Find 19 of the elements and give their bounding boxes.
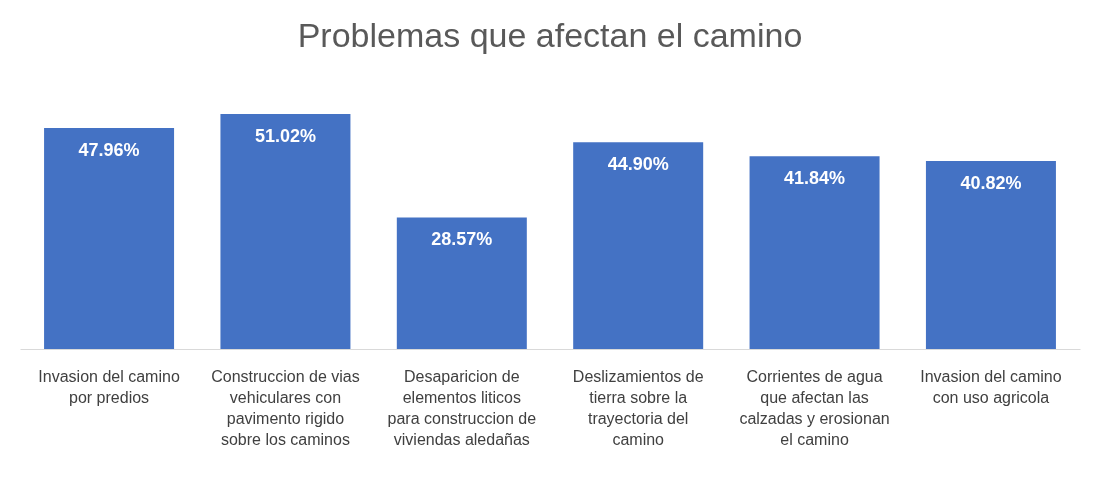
chart-title: Problemas que afectan el camino	[297, 16, 803, 54]
x-tick-label: Invasion del camino con uso agricola	[920, 368, 1062, 406]
bar	[220, 114, 351, 349]
bar	[396, 217, 527, 349]
x-tick-label: Corrientes de agua que afectan las calzadas y erosionan el camino	[739, 368, 890, 448]
data-label: 51.02%	[254, 126, 316, 146]
x-tick-label: Invasion del camino por predios	[38, 368, 180, 406]
data-label: 40.82%	[960, 172, 1022, 193]
bar	[573, 142, 704, 349]
data-label: 47.96%	[78, 140, 140, 161]
bar	[44, 128, 175, 349]
data-label: 28.57%	[431, 229, 493, 250]
bar	[925, 160, 1056, 349]
x-tick-label: Desaparicion de elementos liticos para construccion de viviendas aledañas	[387, 368, 537, 448]
data-label: 41.84%	[784, 168, 846, 189]
bar	[749, 156, 880, 349]
x-tick-label: Construccion de vias vehiculares con pavimento rigido sobre los caminos	[211, 368, 360, 448]
x-tick-label: Deslizamientos de tierra sobre la trayectoria del camino	[572, 368, 704, 448]
data-label: 44.90%	[607, 154, 669, 175]
